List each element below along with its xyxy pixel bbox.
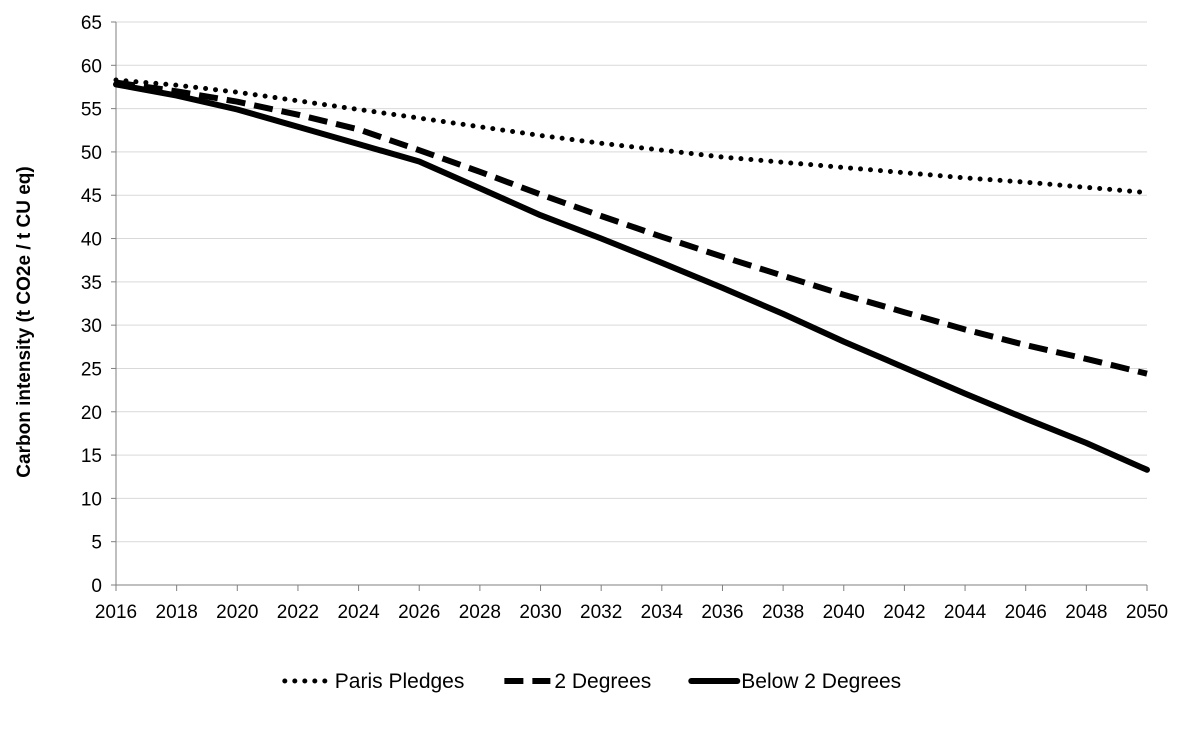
y-tick-label: 15 xyxy=(81,446,102,467)
x-tick-label: 2030 xyxy=(519,602,561,623)
x-tick-label: 2032 xyxy=(580,602,622,623)
x-tick-label: 2018 xyxy=(156,602,198,623)
y-tick-label: 0 xyxy=(91,576,102,597)
legend-item: 2 Degrees xyxy=(504,670,651,693)
y-tick-label: 45 xyxy=(81,186,102,207)
y-tick-label: 10 xyxy=(81,489,102,510)
x-tick-label: 2042 xyxy=(883,602,925,623)
series-line-2-degrees xyxy=(115,79,1148,377)
x-tick-label: 2024 xyxy=(337,602,380,623)
y-tick-label: 50 xyxy=(81,143,102,164)
legend-label: 2 Degrees xyxy=(554,670,651,693)
series-lines xyxy=(113,77,1150,473)
x-tick-label: 2038 xyxy=(762,602,804,623)
legend: Paris Pledges 2 Degrees Below 2 Degrees xyxy=(282,670,901,693)
legend-label: Below 2 Degrees xyxy=(741,670,901,693)
x-tick-label: 2036 xyxy=(701,602,743,623)
x-tick-label: 2034 xyxy=(641,602,684,623)
gridlines xyxy=(116,21,1147,543)
series-line-paris-pledges xyxy=(113,77,1150,196)
x-tick-label: 2040 xyxy=(823,602,865,623)
x-tick-label: 2016 xyxy=(95,602,137,623)
x-tick-label: 2046 xyxy=(1005,602,1047,623)
legend-label: Paris Pledges xyxy=(335,670,465,693)
x-tick-label: 2022 xyxy=(277,602,319,623)
y-tick-label: 60 xyxy=(81,56,102,77)
y-tick-label: 30 xyxy=(81,316,102,337)
y-tick-label: 55 xyxy=(81,100,102,121)
y-tick-label: 40 xyxy=(81,230,102,251)
y-axis-title: Carbon intensity (t CO2e / t CU eq) xyxy=(14,166,35,477)
y-tick-label: 35 xyxy=(81,273,102,294)
x-tick-label: 2050 xyxy=(1126,602,1168,623)
y-tick-label: 25 xyxy=(81,359,102,380)
legend-item: Below 2 Degrees xyxy=(688,670,901,693)
x-tick-label: 2026 xyxy=(398,602,440,623)
x-tick-label: 2020 xyxy=(216,602,258,623)
x-tick-label: 2044 xyxy=(944,602,987,623)
legend-item: Paris Pledges xyxy=(282,670,465,693)
x-tick-label: 2028 xyxy=(459,602,501,623)
y-tick-label: 20 xyxy=(81,403,102,424)
y-tick-label: 65 xyxy=(81,13,102,34)
x-tick-label: 2048 xyxy=(1065,602,1107,623)
axes: 0 5 10 15 20 25 30 35 40 45 50 55 60 65 2016 2018 2020 20… xyxy=(81,13,1168,623)
series-line-below-2-degrees xyxy=(113,81,1150,473)
y-tick-label: 5 xyxy=(91,533,102,554)
